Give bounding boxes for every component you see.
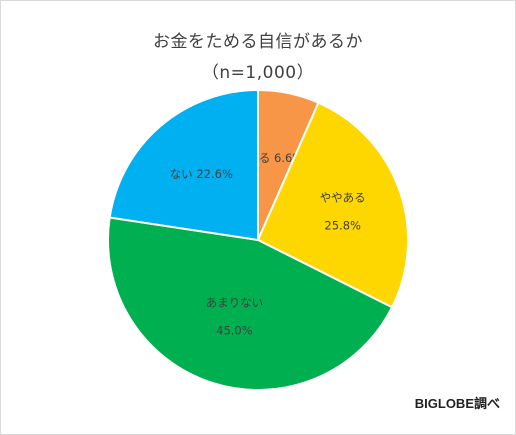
slice-value-3: 45.0% bbox=[216, 323, 253, 337]
slice-label-4: ない 22.6% bbox=[170, 167, 233, 181]
source-credit: BIGLOBE調べ bbox=[414, 396, 500, 411]
slice-label-1: ある 6.6% bbox=[247, 151, 303, 165]
pie-slice-4 bbox=[108, 88, 259, 242]
pie-slice-3 bbox=[107, 216, 394, 391]
chart-title: お金をためる自信があるか bbox=[153, 32, 363, 52]
chart-subtitle: （n=1,000） bbox=[201, 63, 315, 83]
slice-value-2: 25.8% bbox=[324, 219, 361, 233]
pie-slice-2 bbox=[256, 101, 410, 309]
slice-label-2: ややある bbox=[320, 191, 366, 205]
slice-label-3: あまりない bbox=[206, 295, 264, 309]
